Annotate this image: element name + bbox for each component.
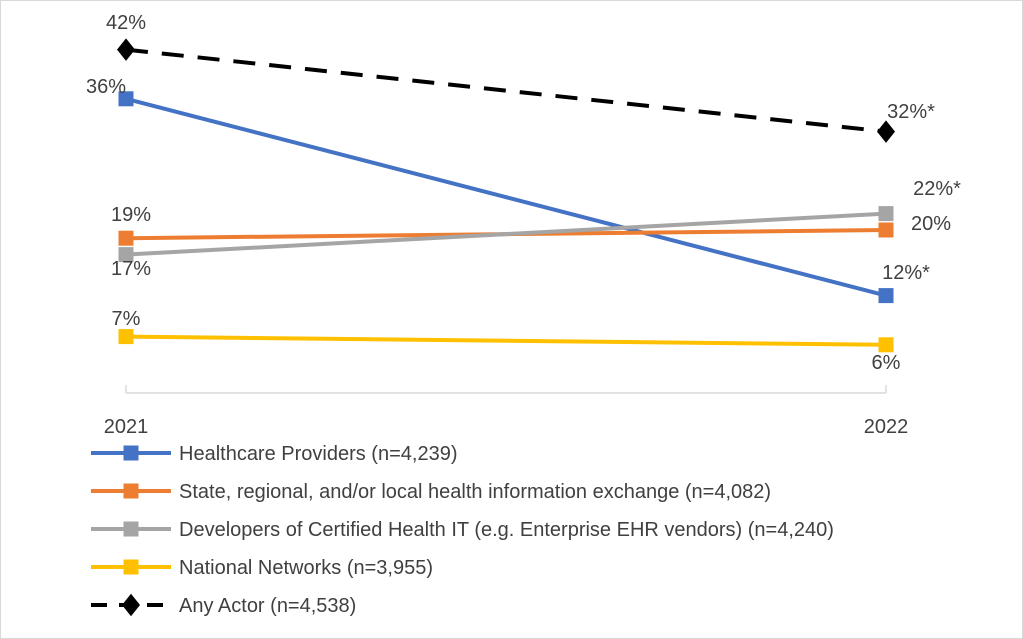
series-line-4 xyxy=(125,47,887,134)
data-point xyxy=(877,120,895,143)
series-line-0 xyxy=(125,96,887,298)
series-line-3 xyxy=(125,334,887,347)
legend-marker xyxy=(122,593,140,617)
x-tick-label: 2022 xyxy=(864,416,909,438)
data-label: 32%* xyxy=(887,101,935,123)
data-point xyxy=(118,91,134,107)
data-label: 7% xyxy=(112,308,141,330)
data-point xyxy=(117,38,135,61)
data-label: 12%* xyxy=(882,262,930,284)
data-label: 20% xyxy=(911,213,951,235)
legend-marker xyxy=(123,483,139,499)
legend-marker xyxy=(123,445,139,461)
x-tick-label: 2021 xyxy=(104,416,149,438)
data-point xyxy=(878,337,894,353)
data-label: 19% xyxy=(111,204,151,226)
data-point xyxy=(878,222,894,238)
legend-label: Developers of Certified Health IT (e.g. … xyxy=(179,519,834,541)
data-point xyxy=(118,230,134,246)
legend-label: Any Actor (n=4,538) xyxy=(179,595,356,617)
data-point xyxy=(118,247,134,263)
data-label: 6% xyxy=(872,352,901,374)
legend-label: Healthcare Providers (n=4,239) xyxy=(179,443,457,465)
data-point xyxy=(118,329,134,345)
series-line-2 xyxy=(125,211,887,257)
legend-label: State, regional, and/or local health inf… xyxy=(179,481,771,503)
legend-label: National Networks (n=3,955) xyxy=(179,557,433,579)
data-label: 36% xyxy=(86,76,126,98)
data-point xyxy=(878,288,894,304)
data-label: 42% xyxy=(106,12,146,34)
data-label: 17% xyxy=(111,258,151,280)
legend-marker xyxy=(123,521,139,537)
legend-marker xyxy=(123,559,139,575)
data-point xyxy=(878,206,894,222)
data-label: 22%* xyxy=(913,178,961,200)
